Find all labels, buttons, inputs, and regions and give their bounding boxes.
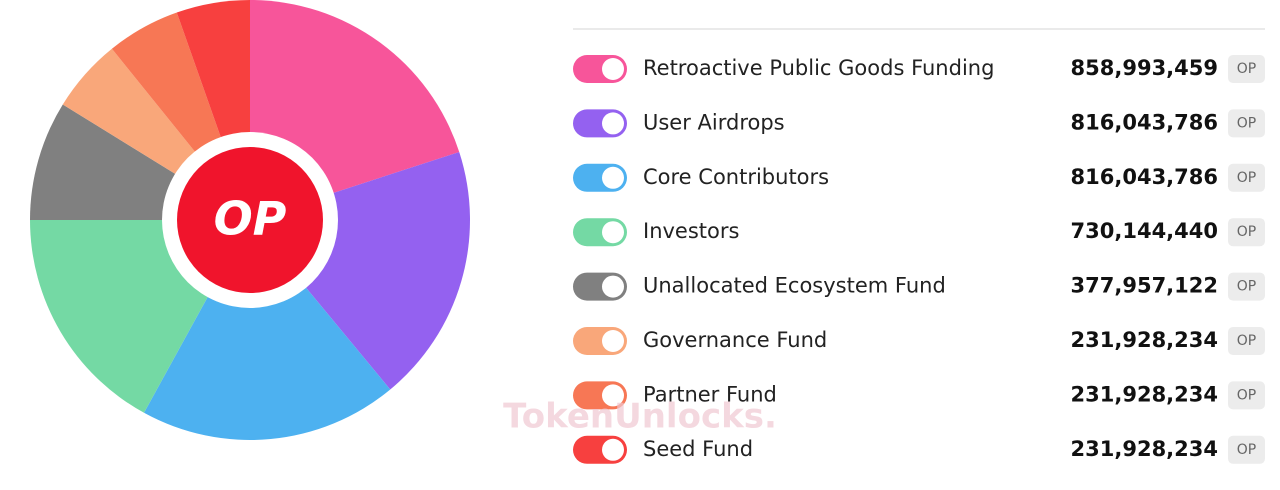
legend-label: Unallocated Ecosystem Fund: [643, 274, 946, 298]
toggle-knob: [602, 275, 624, 298]
legend-row: Investors 730,144,440 OP: [573, 218, 1265, 247]
legend-label: User Airdrops: [643, 110, 785, 134]
center-label: OP: [214, 192, 287, 246]
unit-badge: [1228, 55, 1265, 83]
value-label: 231,928,234: [1071, 437, 1218, 461]
legend-toggle[interactable]: [573, 381, 627, 410]
unit-label: OP: [1237, 442, 1256, 458]
toggle-knob: [602, 438, 624, 461]
toggle-knob: [602, 330, 624, 352]
pie-slice: [144, 220, 391, 440]
unit-label: OP: [1237, 170, 1256, 186]
unit-badge: [1228, 218, 1265, 247]
value-label: 858,993,459: [1071, 56, 1218, 80]
unit-badge: [1228, 109, 1265, 138]
legend-label: Core Contributors: [643, 165, 829, 189]
legend-label: Retroactive Public Goods Funding: [643, 56, 994, 80]
unit-badge: [1228, 272, 1265, 301]
toggle-knob: [602, 221, 624, 244]
legend-label: Partner Fund: [643, 382, 777, 406]
legend-row: Governance Fund 231,928,234 OP: [573, 327, 1265, 355]
unit-badge: [1228, 327, 1265, 355]
toggle-knob: [602, 112, 624, 135]
legend-label: Governance Fund: [643, 328, 827, 352]
legend-label: Seed Fund: [643, 437, 753, 461]
unit-badge: [1228, 435, 1265, 464]
value-label: 816,043,786: [1071, 165, 1218, 189]
unit-label: OP: [1237, 333, 1256, 349]
legend-toggle[interactable]: [573, 55, 627, 83]
value-label: 377,957,122: [1071, 274, 1218, 298]
unit-label: OP: [1237, 387, 1256, 403]
legend-label: Investors: [643, 219, 739, 243]
legend-row: Core Contributors 816,043,786 OP: [573, 163, 1265, 192]
unit-label: OP: [1237, 279, 1256, 295]
legend-row: Unallocated Ecosystem Fund 377,957,122 OP: [573, 272, 1265, 301]
watermark: TokenUnlocks.: [503, 397, 777, 437]
legend-row: Partner Fund 231,928,234 OP: [573, 381, 1265, 410]
value-label: 816,043,786: [1071, 110, 1218, 134]
legend-toggle[interactable]: [573, 435, 627, 464]
value-label: 231,928,234: [1071, 328, 1218, 352]
center-badge: [177, 147, 323, 293]
toggle-knob: [602, 166, 624, 189]
legend-toggle[interactable]: [573, 218, 627, 247]
legend-toggle[interactable]: [573, 109, 627, 138]
unit-label: OP: [1237, 224, 1256, 240]
legend-toggle[interactable]: [573, 163, 627, 192]
unit-label: OP: [1237, 61, 1256, 77]
legend-row: Seed Fund 231,928,234 OP: [573, 435, 1265, 464]
toggle-knob: [602, 384, 624, 407]
legend-toggle[interactable]: [573, 272, 627, 301]
legend-toggle[interactable]: [573, 327, 627, 355]
value-label: 730,144,440: [1071, 219, 1218, 243]
unit-label: OP: [1237, 115, 1256, 131]
legend-row: Retroactive Public Goods Funding 858,993,…: [573, 55, 1265, 83]
legend-row: User Airdrops 816,043,786 OP: [573, 109, 1265, 138]
value-label: 231,928,234: [1071, 382, 1218, 406]
unit-badge: [1228, 381, 1265, 410]
unit-badge: [1228, 163, 1265, 192]
toggle-knob: [602, 58, 624, 80]
